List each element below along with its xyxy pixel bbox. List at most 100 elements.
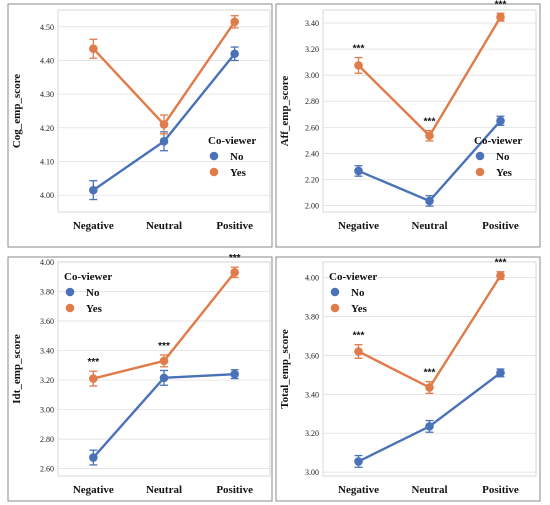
legend-marker [209,151,219,161]
legend-label: No [496,151,510,163]
y-tick-label: 2.60 [305,123,319,132]
y-tick-label: 4.00 [40,191,54,200]
legend: Co-viewer No Yes [208,135,256,179]
x-tick-label: Positive [482,484,519,496]
chart-panel-2: 2.00 2.20 2.40 2.60 2.80 3.00 3.20 3.40 Negative… [275,0,541,248]
x-tick-label: Neutral [411,484,447,496]
y-tick-label: 3.20 [305,45,319,54]
legend: Co-viewer No Yes [474,135,522,179]
data-point [159,137,169,146]
y-tick-label: 3.00 [40,406,54,415]
x-tick-label: Neutral [146,484,182,496]
y-tick-label: 3.80 [40,288,54,297]
data-point [159,373,169,383]
series-yes [354,12,505,142]
legend-marker [65,287,75,297]
legend-title: Co-viewer [208,135,256,147]
y-tick-label: 3.00 [305,468,319,477]
y-tick-label: 2.80 [40,435,54,444]
data-point [230,17,239,27]
significance-label: *** [229,253,241,264]
series-yes [89,15,239,135]
y-tick-label: 4.20 [40,124,54,133]
y-tick-label: 4.30 [40,90,54,99]
x-tick-label: Positive [482,220,519,232]
x-tick-label: Negative [73,220,114,232]
y-tick-label: 4.40 [40,57,54,66]
y-tick-label: 2.20 [305,175,319,184]
series-yes [354,271,505,394]
y-tick-label: 3.80 [305,312,319,321]
y-tick-label: 4.00 [40,258,54,267]
series-no [89,369,239,466]
significance-label: *** [87,357,99,368]
y-tick-label: 4.00 [305,274,319,283]
y-axis-label: Aff_emp_score [279,76,291,147]
legend-marker [65,303,75,313]
significance-label: *** [353,331,365,342]
data-point [496,116,505,126]
data-point [230,268,239,277]
legend-marker [475,167,485,177]
data-point [159,120,169,129]
significance-label: *** [495,258,507,269]
chart-panel-3: 2.60 2.80 3.00 3.20 3.40 3.60 3.80 4.00 Negative… [7,253,273,502]
panel-border [275,256,541,502]
series-no [354,368,505,468]
plot-area [322,9,537,213]
x-tick-label: Neutral [411,220,447,232]
data-point [425,422,434,431]
data-point [159,356,169,366]
data-point [496,271,505,280]
chart-panel-1: 4.00 4.10 4.20 4.30 4.40 4.50 Negative Neutral P… [7,3,273,248]
legend: Co-viewer No Yes [329,271,377,315]
legend-title: Co-viewer [329,271,377,283]
y-tick-label: 3.20 [305,429,319,438]
legend-label: No [230,151,244,163]
chart-panel-4: 3.00 3.20 3.40 3.60 3.80 4.00 Negative Neutral P… [275,256,541,502]
data-point [354,166,363,176]
legend-label: Yes [86,303,103,315]
y-tick-label: 3.60 [40,317,54,326]
series-no [89,46,239,201]
x-tick-label: Negative [338,220,379,232]
plot-area [57,261,271,477]
legend-label: Yes [351,303,368,315]
legend-title: Co-viewer [64,271,112,283]
significance-label: *** [158,341,170,352]
legend-label: No [86,287,100,299]
legend-marker [330,287,340,297]
data-point [425,383,434,392]
data-point [354,61,363,70]
y-tick-label: 3.20 [40,376,54,385]
y-tick-label: 3.00 [305,71,319,80]
y-tick-label: 4.10 [40,158,54,167]
y-tick-label: 3.40 [305,390,319,399]
plot-area [322,261,537,477]
data-point [496,368,505,378]
legend-marker [330,303,340,313]
y-tick-label: 4.50 [40,23,54,32]
y-axis-label: Total_emp_score [279,329,291,409]
data-point [89,44,98,54]
y-tick-label: 2.80 [305,97,319,106]
data-point [230,369,239,379]
data-point [89,185,98,195]
significance-label: *** [424,117,436,128]
data-point [89,453,98,462]
significance-label: *** [353,44,365,55]
data-point [230,49,239,59]
panel-border [7,256,273,502]
y-tick-label: 3.40 [305,19,319,28]
x-tick-label: Positive [216,220,253,232]
legend: Co-viewer No Yes [64,271,112,315]
legend-marker [475,151,485,161]
legend-marker [209,167,219,177]
y-tick-label: 2.00 [305,201,319,210]
data-point [354,347,363,356]
x-tick-label: Neutral [146,220,182,232]
x-tick-label: Negative [73,484,114,496]
plot-area [57,9,271,213]
x-tick-label: Positive [216,484,253,496]
